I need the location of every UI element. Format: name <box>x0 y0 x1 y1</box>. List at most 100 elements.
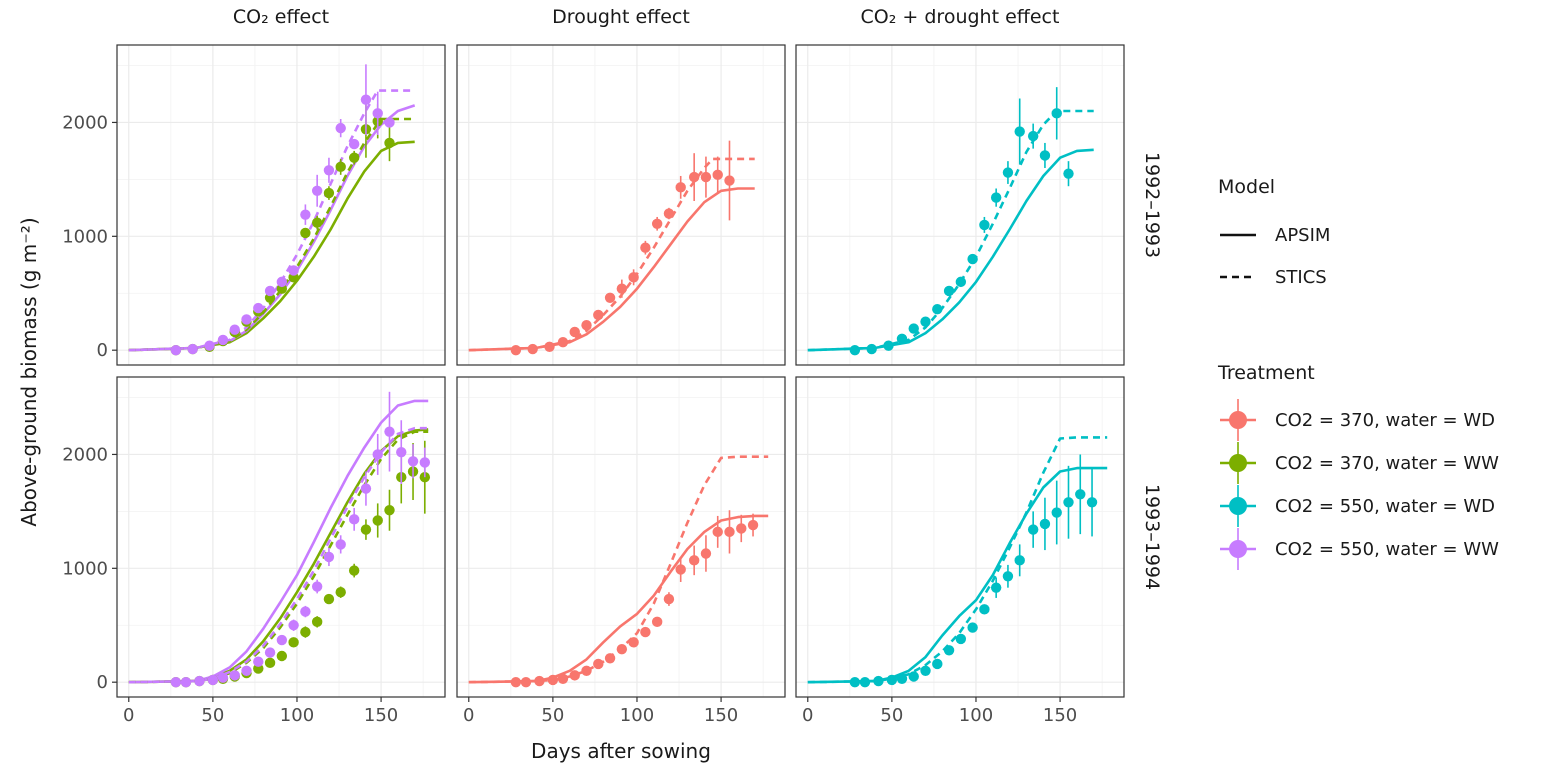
data-point <box>323 593 335 605</box>
data-point <box>217 672 229 683</box>
legend-key-point <box>1229 540 1247 558</box>
data-point <box>932 658 943 670</box>
data-point <box>241 665 252 677</box>
panel <box>456 44 786 366</box>
legend-label-treatment: CO2 = 370, water = WD <box>1275 410 1495 431</box>
data-point <box>593 309 604 321</box>
data-point <box>335 587 346 598</box>
data-point <box>372 108 383 119</box>
data-point <box>569 670 580 681</box>
panel-background <box>117 377 445 697</box>
data-point <box>896 673 908 684</box>
data-point <box>300 209 311 220</box>
y-tick-label: 1000 <box>62 226 108 247</box>
data-point <box>581 319 592 331</box>
data-point <box>883 340 894 351</box>
data-point <box>311 581 323 592</box>
data-point <box>360 524 372 535</box>
x-tick-label: 50 <box>880 705 903 726</box>
row-title: 1993–1994 <box>1141 484 1163 590</box>
data-point <box>557 673 569 684</box>
data-point <box>300 606 311 617</box>
data-point <box>335 539 346 550</box>
data-point <box>849 676 861 688</box>
legend-label-treatment: CO2 = 550, water = WW <box>1275 539 1499 560</box>
data-point <box>335 161 346 173</box>
data-point <box>323 551 335 563</box>
data-point <box>348 514 360 525</box>
series-line-apsim-550_wd <box>807 148 1094 352</box>
data-point <box>419 457 431 468</box>
data-point <box>1027 524 1039 535</box>
data-point <box>241 314 252 325</box>
legend-model-title: Model <box>1218 176 1275 198</box>
panel-background <box>457 45 785 365</box>
y-axis-title: Above-ground biomass (g m⁻²) <box>17 217 41 526</box>
data-point <box>276 634 288 646</box>
x-axis-title: Days after sowing <box>531 739 711 763</box>
legend-label-treatment: CO2 = 370, water = WW <box>1275 453 1499 474</box>
data-point <box>229 324 240 335</box>
y-tick-label: 0 <box>97 672 108 693</box>
data-point <box>943 645 955 656</box>
data-point <box>253 656 264 667</box>
data-point <box>955 276 967 288</box>
panels-layer <box>116 44 1125 698</box>
data-point <box>264 657 276 669</box>
panel-border <box>795 44 1125 366</box>
data-point <box>616 283 628 294</box>
data-point <box>1027 130 1039 142</box>
data-point <box>675 564 686 575</box>
x-tick-label: 0 <box>802 705 813 726</box>
data-point <box>616 643 628 655</box>
panel-border <box>456 44 786 366</box>
data-point <box>651 616 663 628</box>
data-point <box>849 344 861 356</box>
data-point <box>264 285 276 297</box>
data-point <box>311 616 323 628</box>
data-point <box>979 604 990 615</box>
panel <box>456 376 786 698</box>
data-point <box>1014 555 1025 566</box>
panel-border <box>116 44 446 366</box>
data-point <box>859 676 871 688</box>
panel-border <box>795 376 1125 698</box>
panel-border <box>456 376 786 698</box>
data-point <box>1051 507 1062 518</box>
data-point <box>604 292 616 304</box>
data-point <box>276 276 288 288</box>
data-point <box>547 674 559 686</box>
data-point <box>712 169 723 181</box>
column-title: Drought effect <box>552 6 690 28</box>
data-point <box>194 675 205 687</box>
data-point <box>384 137 395 149</box>
legend-key-point <box>1229 454 1247 472</box>
data-point <box>663 208 675 219</box>
data-point <box>217 334 229 346</box>
data-point <box>1063 168 1074 179</box>
data-point <box>360 483 372 494</box>
data-point <box>360 94 372 105</box>
series-line-stics-550_ww <box>128 89 415 352</box>
panel <box>795 376 1125 698</box>
legend-key-point <box>1229 497 1247 515</box>
data-point <box>407 456 419 467</box>
data-point <box>510 344 522 356</box>
data-point <box>264 647 276 658</box>
data-point <box>384 426 395 437</box>
data-point <box>736 523 747 534</box>
panel-background <box>796 45 1124 365</box>
data-point <box>396 446 407 458</box>
data-point <box>372 449 383 460</box>
data-point <box>311 217 323 228</box>
data-point <box>943 285 955 297</box>
x-tick-label: 0 <box>123 705 134 726</box>
data-point <box>700 548 712 559</box>
data-point <box>544 341 555 352</box>
data-point <box>640 242 651 253</box>
data-point <box>747 519 759 531</box>
data-point <box>640 626 651 638</box>
y-tick-label: 2000 <box>62 112 108 133</box>
data-point <box>187 343 198 355</box>
